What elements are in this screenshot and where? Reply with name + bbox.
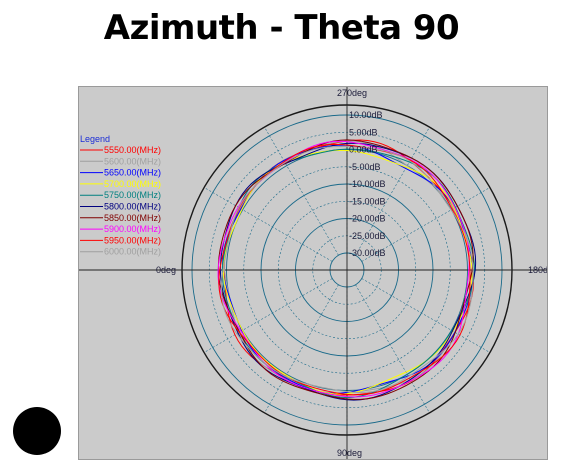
angle-label: 180deg [528,265,547,275]
series-curves [217,139,477,401]
radial-tick-label: -10.00dB [349,179,386,189]
polar-chart: 10.00dB 5.00dB 0.00dB -5.00dB -10.00dB -15.00… [79,87,547,459]
radial-tick-label: -15.00dB [349,196,386,206]
polar-grid [79,87,547,459]
radial-tick-label: 10.00dB [349,110,383,120]
polar-plot-area: 10.00dB 5.00dB 0.00dB -5.00dB -10.00dB -15.00… [78,86,548,460]
radial-tick-label: -25.00dB [349,231,386,241]
series-curve [220,145,474,394]
legend-entry: 5700.00(MHz) [104,179,161,189]
legend-entry: 5850.00(MHz) [104,213,161,223]
series-curve [218,143,471,396]
series-curve [221,148,475,399]
black-dot-icon [13,407,61,455]
legend-entry: 5800.00(MHz) [104,202,161,212]
legend-entry: 5650.00(MHz) [104,168,161,178]
radial-tick-labels: 10.00dB 5.00dB 0.00dB -5.00dB -10.00dB -15.00… [349,110,386,258]
radial-tick-label: -20.00dB [349,214,386,224]
angle-label: 0deg [156,265,176,275]
angle-label: 90deg [337,448,362,458]
legend-title: Legend [80,134,110,144]
grid-spoke [361,187,491,262]
chart-title: Azimuth - Theta 90 [103,8,460,48]
grid-spoke [355,126,430,256]
radial-tick-label: 0.00dB [349,145,378,155]
radial-tick-label: 5.00dB [349,127,378,137]
radial-tick-label: -30.00dB [349,248,386,258]
series-curve [217,140,470,398]
angle-label: 270deg [337,88,367,98]
angle-labels: 270deg 180deg 90deg 0deg [156,88,547,458]
grid-spoke [264,126,339,256]
legend-entry: 6000.00(MHz) [104,247,161,257]
radial-tick-label: -5.00dB [349,162,381,172]
legend-entry: 5900.00(MHz) [104,224,161,234]
legend-entry: 5950.00(MHz) [104,235,161,245]
grid-spoke [264,284,339,414]
legend-entry: 5550.00(MHz) [104,145,161,155]
grid-spoke [355,284,430,414]
grid-spoke [203,278,333,353]
legend-entry: 5600.00(MHz) [104,156,161,166]
grid-spoke [361,278,491,353]
legend-entry: 5750.00(MHz) [104,190,161,200]
